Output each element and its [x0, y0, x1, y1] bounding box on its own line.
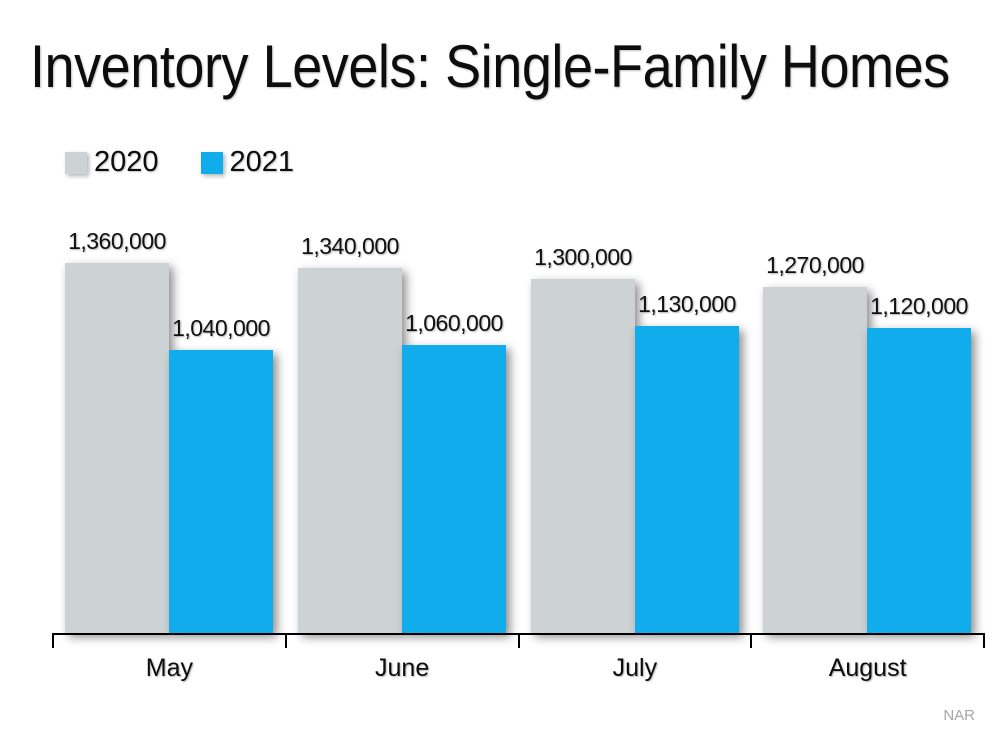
x-axis-label-may: May: [145, 654, 193, 682]
x-axis-tick: [983, 633, 985, 648]
x-axis-tick: [284, 633, 287, 648]
legend-item-2020: 2020: [65, 148, 159, 177]
bar-2020-august: [763, 287, 867, 633]
x-axis-label-august: August: [828, 654, 907, 682]
bar-label-2021-august: 1,120,000: [870, 293, 968, 319]
bar-label-2021-july: 1,130,000: [638, 291, 736, 317]
legend-swatch-icon: [65, 151, 87, 174]
bar-label-2020-may: 1,360,000: [68, 228, 166, 254]
bar-label-2021-june: 1,060,000: [405, 310, 503, 336]
bar-2020-june: [298, 268, 402, 633]
bar-label-2021-may: 1,040,000: [172, 315, 270, 341]
bar-2021-july: [635, 326, 739, 633]
x-axis-label-july: July: [612, 654, 658, 682]
attribution-nar: NAR: [943, 707, 975, 724]
chart-title: Inventory Levels: Single-Family Homes: [30, 33, 950, 100]
legend-label: 2020: [94, 146, 159, 178]
x-axis-tick: [517, 633, 520, 648]
legend-label: 2021: [229, 146, 295, 178]
x-axis-tick: [52, 633, 54, 648]
x-axis-tick: [750, 633, 753, 648]
bar-label-2020-july: 1,300,000: [534, 244, 632, 270]
x-axis-label-june: June: [375, 654, 430, 682]
bar-2021-august: [867, 328, 971, 633]
bar-label-2020-august: 1,270,000: [766, 252, 864, 278]
bar-2021-june: [402, 345, 506, 633]
bar-2020-july: [531, 279, 635, 633]
bar-2021-may: [169, 350, 273, 633]
legend: 2020 2021: [65, 148, 294, 177]
legend-item-2021: 2021: [200, 146, 295, 178]
bar-label-2020-june: 1,340,000: [301, 233, 399, 259]
legend-swatch-icon: [200, 151, 223, 174]
bar-2020-may: [65, 263, 169, 633]
